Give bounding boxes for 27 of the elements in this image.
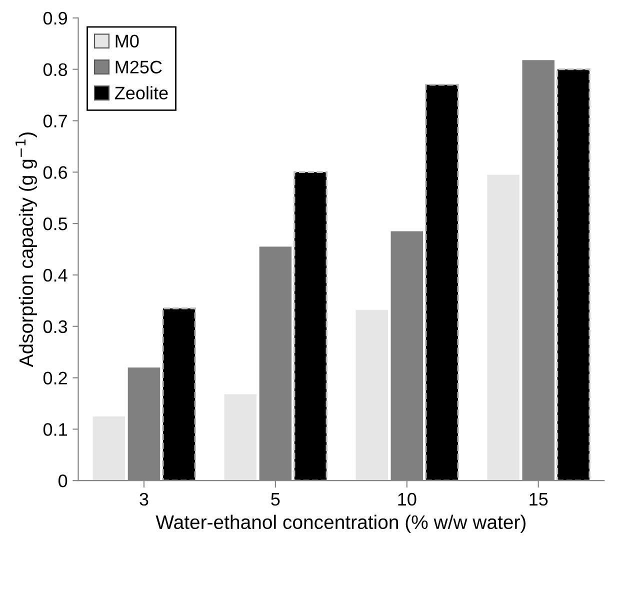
- bar: [424, 84, 459, 481]
- legend-label: M25C: [116, 60, 162, 74]
- y-tick-label: 0.2: [43, 372, 67, 384]
- y-tick-label: 0.4: [43, 268, 68, 282]
- y-tick-label: 0: [58, 474, 68, 488]
- y-tick-label: 0.8: [43, 63, 68, 76]
- x-tick-label: 15: [530, 493, 548, 506]
- bar: [92, 416, 126, 481]
- x-tick-label: 10: [398, 492, 416, 506]
- x-tick-label: 3: [140, 492, 148, 506]
- y-tick-label: 0.3: [43, 320, 68, 334]
- y-axis-title: Adsorption capacity (g g$^{−1}$): [16, 132, 37, 368]
- bar: [356, 310, 388, 481]
- y-tick-label: 0.6: [43, 166, 68, 179]
- y-tick-label: 0.7: [43, 114, 67, 128]
- x-axis-title: Water-ethanol concentration (% w/w water): [156, 514, 526, 533]
- y-tick-label: 0.5: [43, 217, 68, 230]
- legend-label: Zeolite: [114, 86, 168, 100]
- bar: [162, 308, 196, 481]
- y-tick-label: 0.9: [43, 12, 67, 25]
- x-tick-label: 5: [271, 493, 280, 506]
- bar: [556, 68, 590, 481]
- bar: [224, 394, 257, 481]
- y-tick-label: 0.1: [43, 423, 67, 436]
- bar: [294, 171, 328, 481]
- bar: [487, 174, 520, 481]
- legend-label: M0: [116, 34, 139, 48]
